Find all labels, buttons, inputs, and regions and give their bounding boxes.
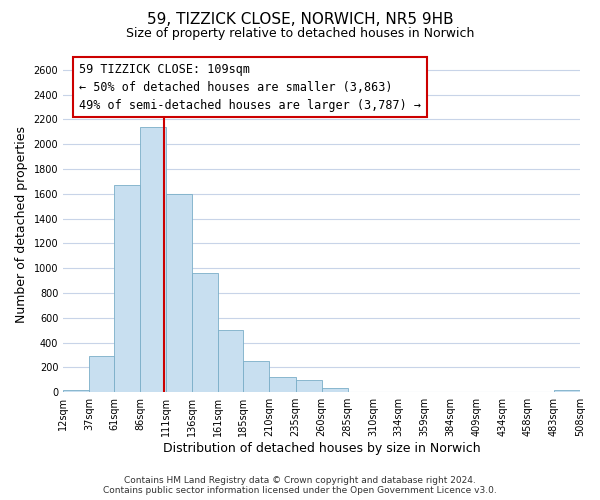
Bar [114, 185, 140, 392]
Bar [63, 390, 89, 392]
Y-axis label: Number of detached properties: Number of detached properties [15, 126, 28, 324]
Text: 59 TIZZICK CLOSE: 109sqm
← 50% of detached houses are smaller (3,863)
49% of sem: 59 TIZZICK CLOSE: 109sqm ← 50% of detach… [79, 62, 421, 112]
Bar [296, 380, 322, 392]
Text: Contains HM Land Registry data © Crown copyright and database right 2024.
Contai: Contains HM Land Registry data © Crown c… [103, 476, 497, 495]
Bar [140, 127, 166, 392]
Text: Size of property relative to detached houses in Norwich: Size of property relative to detached ho… [126, 28, 474, 40]
Bar [244, 361, 269, 392]
Bar [218, 330, 244, 392]
X-axis label: Distribution of detached houses by size in Norwich: Distribution of detached houses by size … [163, 442, 481, 455]
Bar [166, 194, 193, 392]
Bar [193, 272, 218, 392]
Bar [322, 388, 347, 392]
Bar [269, 378, 296, 392]
Bar [89, 356, 114, 392]
Text: 59, TIZZICK CLOSE, NORWICH, NR5 9HB: 59, TIZZICK CLOSE, NORWICH, NR5 9HB [146, 12, 454, 28]
Bar [554, 390, 580, 392]
